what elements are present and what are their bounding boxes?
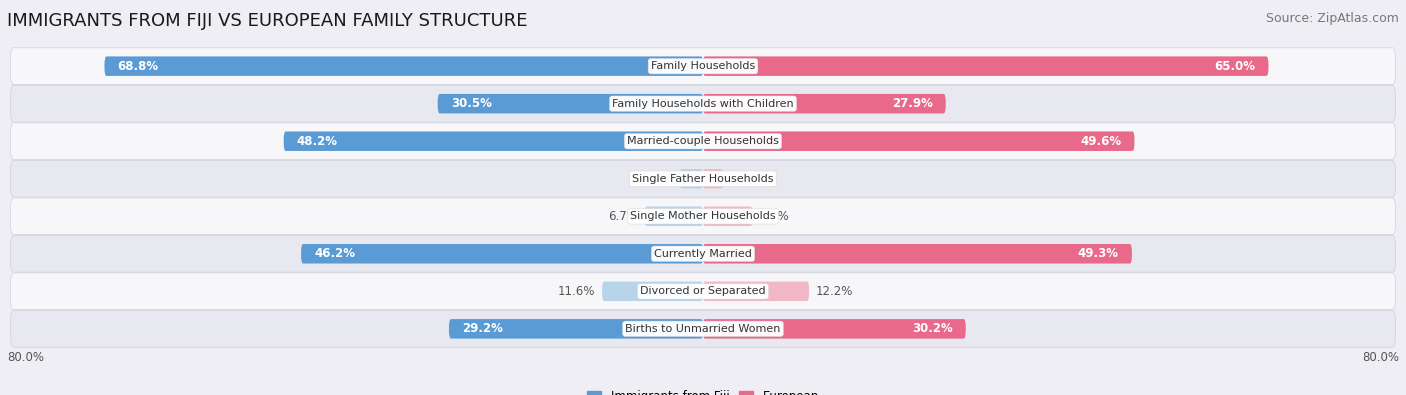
FancyBboxPatch shape	[703, 207, 752, 226]
FancyBboxPatch shape	[284, 132, 703, 151]
FancyBboxPatch shape	[10, 198, 1396, 235]
Text: 27.9%: 27.9%	[891, 97, 932, 110]
FancyBboxPatch shape	[10, 48, 1396, 85]
Text: Family Households: Family Households	[651, 61, 755, 71]
FancyBboxPatch shape	[645, 207, 703, 226]
FancyBboxPatch shape	[10, 85, 1396, 122]
FancyBboxPatch shape	[437, 94, 703, 113]
Text: 30.5%: 30.5%	[451, 97, 492, 110]
Text: Single Father Households: Single Father Households	[633, 174, 773, 184]
Text: 12.2%: 12.2%	[815, 285, 853, 298]
FancyBboxPatch shape	[703, 169, 723, 188]
Text: 2.7%: 2.7%	[643, 172, 672, 185]
Text: Source: ZipAtlas.com: Source: ZipAtlas.com	[1265, 12, 1399, 25]
FancyBboxPatch shape	[703, 56, 1268, 76]
Text: 46.2%: 46.2%	[314, 247, 356, 260]
Text: 80.0%: 80.0%	[1362, 351, 1399, 364]
FancyBboxPatch shape	[10, 235, 1396, 272]
Text: IMMIGRANTS FROM FIJI VS EUROPEAN FAMILY STRUCTURE: IMMIGRANTS FROM FIJI VS EUROPEAN FAMILY …	[7, 12, 527, 30]
Text: Family Households with Children: Family Households with Children	[612, 99, 794, 109]
Text: 48.2%: 48.2%	[297, 135, 337, 148]
Text: 11.6%: 11.6%	[558, 285, 595, 298]
FancyBboxPatch shape	[449, 319, 703, 339]
Text: 6.7%: 6.7%	[607, 210, 638, 223]
Text: 30.2%: 30.2%	[912, 322, 953, 335]
Text: 65.0%: 65.0%	[1215, 60, 1256, 73]
FancyBboxPatch shape	[301, 244, 703, 263]
FancyBboxPatch shape	[703, 132, 1135, 151]
Text: Currently Married: Currently Married	[654, 249, 752, 259]
FancyBboxPatch shape	[703, 94, 946, 113]
FancyBboxPatch shape	[703, 319, 966, 339]
FancyBboxPatch shape	[10, 123, 1396, 160]
Text: 49.3%: 49.3%	[1078, 247, 1119, 260]
Text: 49.6%: 49.6%	[1080, 135, 1122, 148]
FancyBboxPatch shape	[10, 160, 1396, 197]
FancyBboxPatch shape	[679, 169, 703, 188]
FancyBboxPatch shape	[10, 273, 1396, 310]
Text: Divorced or Separated: Divorced or Separated	[640, 286, 766, 296]
Text: 29.2%: 29.2%	[463, 322, 503, 335]
Text: 68.8%: 68.8%	[118, 60, 159, 73]
FancyBboxPatch shape	[602, 282, 703, 301]
FancyBboxPatch shape	[104, 56, 703, 76]
Text: Single Mother Households: Single Mother Households	[630, 211, 776, 221]
Legend: Immigrants from Fiji, European: Immigrants from Fiji, European	[582, 385, 824, 395]
Text: Births to Unmarried Women: Births to Unmarried Women	[626, 324, 780, 334]
Text: 2.3%: 2.3%	[730, 172, 759, 185]
Text: 80.0%: 80.0%	[7, 351, 44, 364]
FancyBboxPatch shape	[703, 244, 1132, 263]
FancyBboxPatch shape	[10, 310, 1396, 347]
FancyBboxPatch shape	[703, 282, 808, 301]
Text: 5.7%: 5.7%	[759, 210, 789, 223]
Text: Married-couple Households: Married-couple Households	[627, 136, 779, 146]
